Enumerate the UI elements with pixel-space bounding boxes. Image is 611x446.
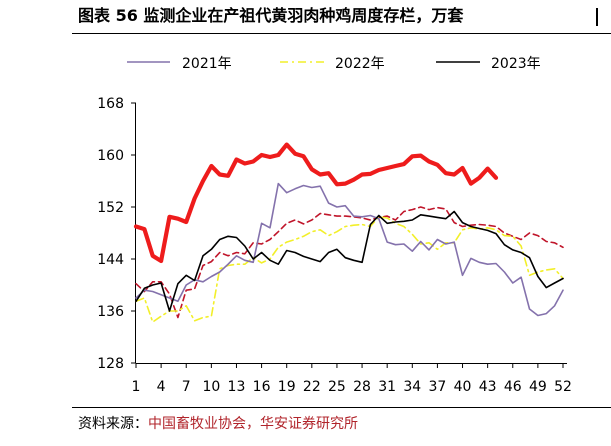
x-tick-label: 49 — [529, 379, 547, 395]
x-tick-label: 19 — [278, 379, 296, 395]
x-tick-label: 7 — [182, 379, 191, 395]
series-line-2023 — [135, 210, 564, 312]
series-line-dashed-3 — [135, 206, 564, 319]
x-tick-label: 4 — [157, 379, 166, 395]
legend-label-2021: 2021年 — [182, 56, 232, 72]
next-figure-edge — [596, 8, 602, 26]
x-tick-label: 1 — [132, 379, 141, 395]
x-tick-label: 25 — [328, 379, 346, 395]
y-tick-label: 144 — [97, 252, 124, 268]
y-tick-label: 160 — [97, 148, 124, 164]
y-tick-label: 128 — [97, 356, 124, 372]
legend: 2021年 2022年 2023年 — [127, 56, 541, 72]
x-tick-label: 43 — [479, 379, 497, 395]
x-tick-label: 13 — [228, 379, 246, 395]
x-tick-label: 40 — [454, 379, 472, 395]
title-divider — [72, 33, 611, 34]
series-line-2022 — [135, 216, 564, 323]
source-note: 资料来源：中国畜牧业协会，华安证券研究所 — [78, 413, 358, 435]
series-group — [133, 142, 564, 323]
series-line-2021 — [135, 182, 564, 317]
source-label: 资料来源： — [78, 416, 148, 432]
series-line-solid-thick-4 — [133, 142, 499, 264]
x-tick-label: 34 — [403, 379, 421, 395]
x-tick-label: 52 — [554, 379, 572, 395]
y-tick-label: 168 — [97, 96, 124, 112]
x-tick-label: 31 — [378, 379, 396, 395]
x-tick-label: 46 — [504, 379, 522, 395]
x-tick-label: 22 — [303, 379, 321, 395]
y-tick-label: 152 — [97, 200, 124, 216]
legend-label-2023: 2023年 — [491, 56, 541, 72]
chart-title: 图表 56 监测企业在产祖代黄羽肉种鸡周度存栏，万套 — [78, 6, 464, 25]
x-tick-label: 37 — [428, 379, 446, 395]
axes: 128 136 144 152 160 168 1 4 7 10 13 16 19 22 25 28 31 34 3… — [97, 96, 572, 395]
y-tick-label: 136 — [97, 304, 124, 320]
source-organizations: 中国畜牧业协会，华安证券研究所 — [148, 416, 358, 432]
x-tick-label: 28 — [353, 379, 371, 395]
x-tick-label: 16 — [253, 379, 271, 395]
source-divider — [72, 407, 611, 408]
x-tick-label: 10 — [202, 379, 220, 395]
legend-label-2022: 2022年 — [335, 56, 385, 72]
